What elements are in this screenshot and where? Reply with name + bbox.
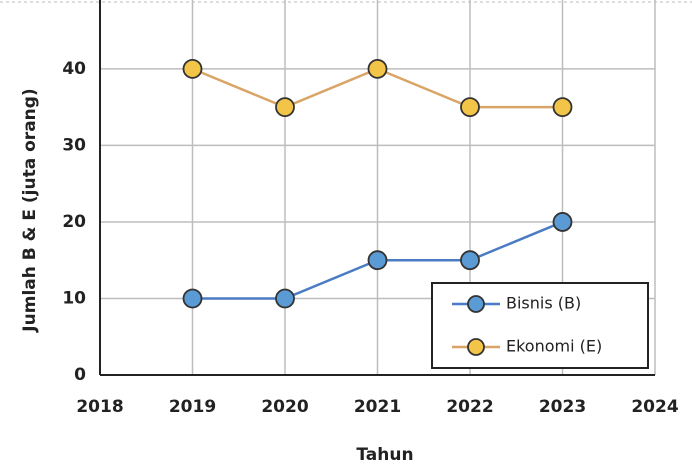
data-point (460, 97, 480, 118)
data-point (367, 58, 388, 79)
y-tick-label: 10 (62, 288, 86, 308)
data-point (552, 97, 573, 118)
legend-marker (467, 338, 485, 356)
x-tick-label: 2024 (631, 397, 678, 417)
data-point (367, 250, 388, 271)
x-tick-label: 2018 (76, 397, 123, 417)
legend-marker (467, 295, 485, 313)
data-point (275, 97, 295, 118)
x-tick-label: 2022 (446, 397, 493, 417)
legend: Bisnis (B) Ekonomi (E) (431, 282, 649, 369)
data-point (275, 288, 295, 309)
legend-label: Bisnis (B) (506, 294, 581, 313)
data-point (182, 288, 203, 309)
data-point (552, 212, 573, 232)
legend-label: Ekonomi (E) (506, 337, 602, 356)
x-tick-label: 2019 (169, 397, 216, 417)
data-point (182, 58, 203, 79)
data-point (460, 250, 480, 271)
legend-box (431, 282, 649, 369)
x-tick-label: 2023 (539, 397, 586, 417)
y-tick-label: 40 (62, 59, 86, 79)
y-tick-label: 20 (62, 212, 86, 232)
x-tick-label: 2020 (261, 397, 308, 417)
y-axis-label: Jumlah B & E (juta orang) (20, 88, 40, 332)
y-tick-label: 0 (74, 365, 86, 385)
x-axis-label: Tahun (356, 445, 413, 465)
x-tick-label: 2021 (354, 397, 401, 417)
y-tick-label: 30 (62, 135, 86, 155)
